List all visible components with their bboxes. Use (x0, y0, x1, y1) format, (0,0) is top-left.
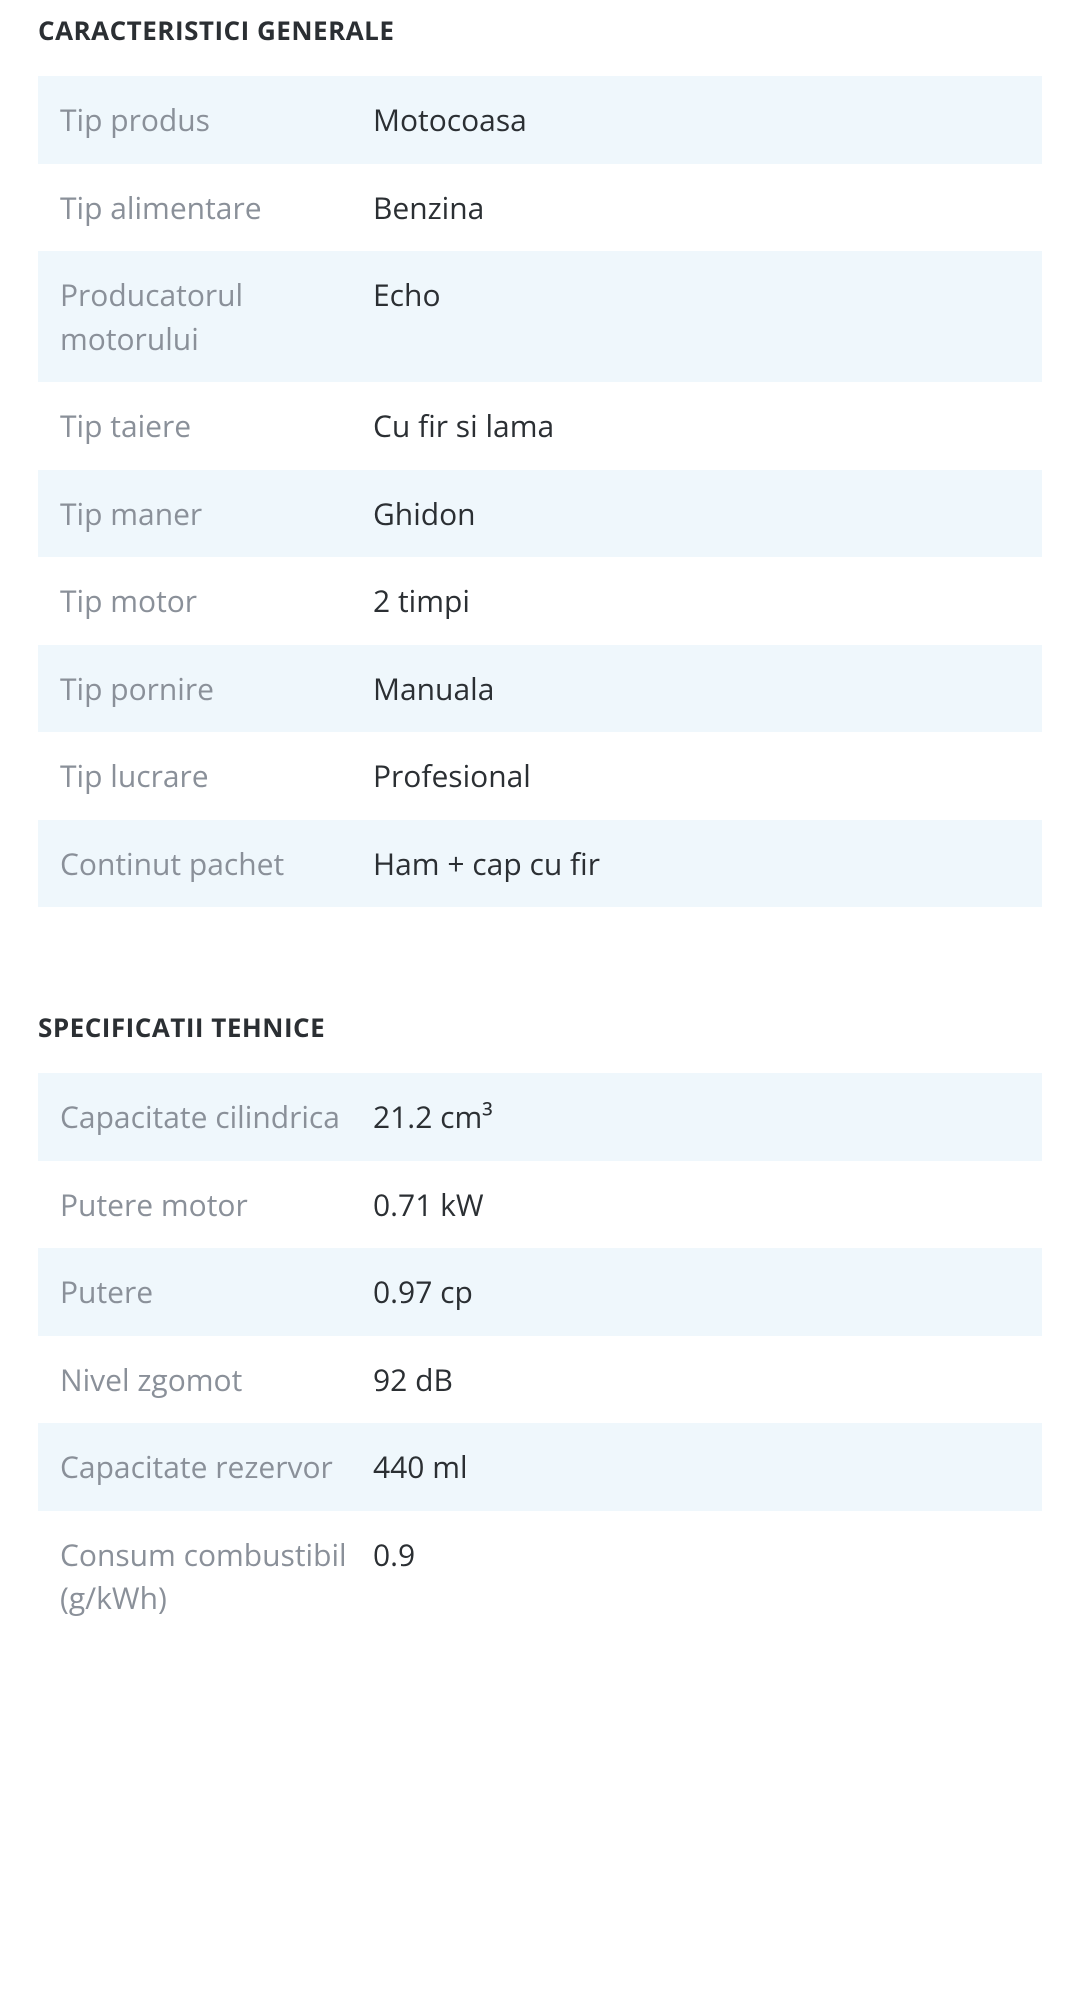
table-row: Capacitate cilindrica 21.2 cm³ (38, 1073, 1042, 1161)
spec-value: 2 timpi (373, 557, 1042, 645)
section-technical: SPECIFICATII TEHNICE Capacitate cilindri… (38, 997, 1042, 1642)
spec-value: Motocoasa (373, 76, 1042, 164)
table-row: Tip taiere Cu fir si lama (38, 382, 1042, 470)
spec-label: Tip alimentare (38, 164, 373, 252)
spec-label: Tip lucrare (38, 732, 373, 820)
section-title-general: CARACTERISTICI GENERALE (38, 0, 1042, 48)
spec-label: Capacitate rezervor (38, 1423, 373, 1511)
table-row: Tip maner Ghidon (38, 470, 1042, 558)
spec-label: Nivel zgomot (38, 1336, 373, 1424)
table-row: Tip produs Motocoasa (38, 76, 1042, 164)
spec-table-technical: Capacitate cilindrica 21.2 cm³ Putere mo… (38, 1073, 1042, 1642)
table-row: Tip motor 2 timpi (38, 557, 1042, 645)
table-row: Producatorul motorului Echo (38, 251, 1042, 382)
spec-label: Tip maner (38, 470, 373, 558)
spec-label: Tip produs (38, 76, 373, 164)
spec-value: Profesional (373, 732, 1042, 820)
table-row: Nivel zgomot 92 dB (38, 1336, 1042, 1424)
spec-value: Ghidon (373, 470, 1042, 558)
spec-value: 440 ml (373, 1423, 1042, 1511)
spec-label: Tip motor (38, 557, 373, 645)
spec-label: Putere (38, 1248, 373, 1336)
spec-value: Manuala (373, 645, 1042, 733)
spec-label: Tip pornire (38, 645, 373, 733)
spec-value: Ham + cap cu fir (373, 820, 1042, 908)
spec-value: 0.71 kW (373, 1161, 1042, 1249)
spec-label: Producatorul motorului (38, 251, 373, 382)
section-general: CARACTERISTICI GENERALE Tip produs Motoc… (38, 0, 1042, 907)
section-title-technical: SPECIFICATII TEHNICE (38, 997, 1042, 1045)
spec-table-general: Tip produs Motocoasa Tip alimentare Benz… (38, 76, 1042, 907)
table-row: Putere motor 0.71 kW (38, 1161, 1042, 1249)
table-row: Tip lucrare Profesional (38, 732, 1042, 820)
spec-value: 92 dB (373, 1336, 1042, 1424)
spec-label: Putere motor (38, 1161, 373, 1249)
spec-label: Capacitate cilindrica (38, 1073, 373, 1161)
spec-value: Echo (373, 251, 1042, 382)
table-row: Continut pachet Ham + cap cu fir (38, 820, 1042, 908)
table-row: Capacitate rezervor 440 ml (38, 1423, 1042, 1511)
table-row: Tip pornire Manuala (38, 645, 1042, 733)
table-row: Tip alimentare Benzina (38, 164, 1042, 252)
spec-label: Continut pachet (38, 820, 373, 908)
spec-value: 0.97 cp (373, 1248, 1042, 1336)
spec-label: Tip taiere (38, 382, 373, 470)
spec-value: Cu fir si lama (373, 382, 1042, 470)
spec-value: 0.9 (373, 1511, 1042, 1642)
table-row: Putere 0.97 cp (38, 1248, 1042, 1336)
table-row: Consum combustibil (g/kWh) 0.9 (38, 1511, 1042, 1642)
spec-label: Consum combustibil (g/kWh) (38, 1511, 373, 1642)
spec-value: Benzina (373, 164, 1042, 252)
spec-value: 21.2 cm³ (373, 1073, 1042, 1161)
